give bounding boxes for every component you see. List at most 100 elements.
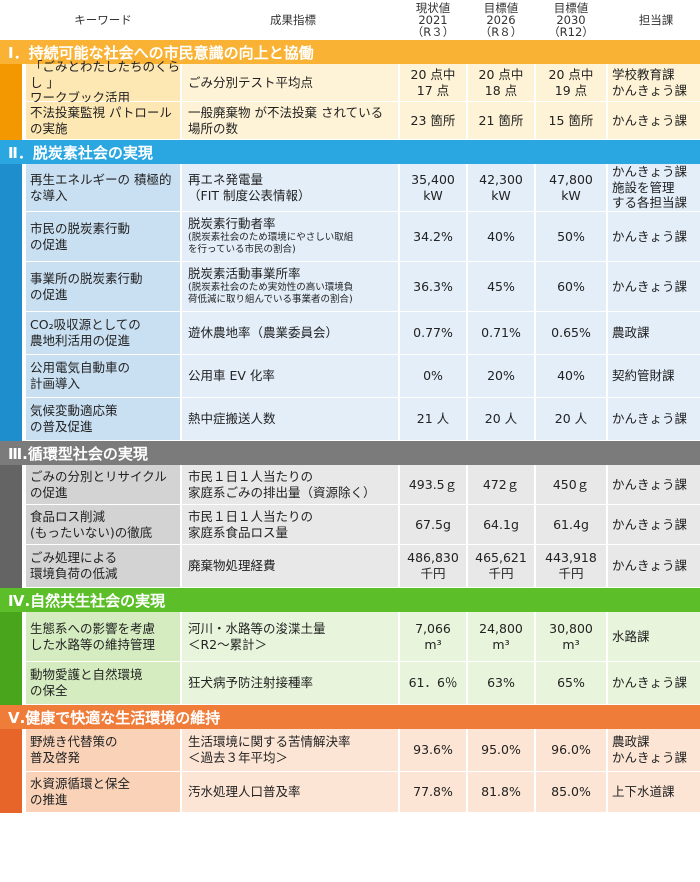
- keyword-cell: 市民の脱炭素行動 の促進: [26, 212, 180, 262]
- table-row: CO₂吸収源としての 農地利活用の促進 遊休農地率（農業委員会） 0.77% 0.71%…: [0, 312, 700, 355]
- department-cell: かんきょう課: [608, 505, 700, 545]
- text-line: 0.65%: [551, 325, 591, 341]
- text-line: 2026: [486, 12, 516, 27]
- table-row: 市民の脱炭素行動 の促進 脱炭素行動者率 (脱炭素社会のため環境にやさしい取組 を行って…: [0, 212, 700, 262]
- current-value: 493.5ｇ: [400, 465, 466, 505]
- keyword-cell: 「ごみとわたしたちのくらし 」ワークブック活用: [26, 59, 180, 105]
- text-line: 現状値: [415, 0, 451, 15]
- text-line: 千円: [488, 566, 514, 581]
- table-row: 野焼き代替策の 普及啓発 生活環境に関する苦情解決率 ＜過去３年平均＞ 93.6% 95.…: [0, 729, 700, 772]
- section-header: Ⅴ.健康で快適な生活環境の維持: [0, 705, 700, 729]
- target-2030-value: 96.0%: [536, 729, 606, 772]
- text-line: する各担当課: [612, 195, 688, 211]
- keyword-cell: 動物愛護と自然環境 の保全: [26, 662, 180, 705]
- target-2026-value: 95.0%: [468, 729, 534, 772]
- current-value: 0%: [400, 355, 466, 398]
- section-header: Ⅳ.自然共生社会の実現: [0, 588, 700, 612]
- text-line: m³: [562, 636, 580, 652]
- target-2030-value: 20 点中 19 点: [536, 64, 606, 102]
- target-2030-value: 85.0%: [536, 772, 606, 813]
- current-value: 7,066 m³: [400, 612, 466, 662]
- target-2030-value: 60%: [536, 262, 606, 312]
- text-line: 公用車 EV 化率: [188, 368, 275, 384]
- text-line: 生活環境に関する苦情解決率: [188, 734, 351, 750]
- text-line: かんきょう課: [612, 164, 688, 180]
- department-cell: 水路課: [608, 612, 700, 662]
- section-header: Ⅱ．脱炭素社会の実現: [0, 140, 700, 164]
- text-line: 気候変動適応策: [30, 403, 118, 419]
- text-line: ＜過去３年平均＞: [188, 750, 289, 765]
- text-line: 市民１日１人当たりの: [188, 468, 314, 484]
- text-line: 不法投棄監視 パトロール: [30, 104, 172, 120]
- target-2026-value: 63%: [468, 662, 534, 705]
- keyword-cell: 水資源循環と保全 の推進: [26, 772, 180, 813]
- target-2026-value: 40%: [468, 212, 534, 262]
- text-line: (もったいない)の徹底: [30, 524, 153, 540]
- text-line: した水路等の維持管理: [30, 636, 156, 652]
- current-value: 486,830 千円: [400, 545, 466, 588]
- department-cell: かんきょう課: [608, 545, 700, 588]
- text-line: 20 点中: [410, 66, 456, 82]
- text-line: 65%: [557, 675, 585, 691]
- keyword-cell: 不法投棄監視 パトロール の実施: [26, 102, 180, 140]
- text-line: ごみ処理による: [30, 550, 118, 566]
- target-2026-value: 472ｇ: [468, 465, 534, 505]
- department-cell: かんきょう課: [608, 465, 700, 505]
- target-2030-value: 443,918 千円: [536, 545, 606, 588]
- text-line: 水資源循環と保全: [30, 776, 131, 792]
- keyword-cell: 食品ロス削減 (もったいない)の徹底: [26, 505, 180, 545]
- table-row: 公用電気自動車の 計画導入 公用車 EV 化率 0% 20% 40% 契約管財課: [0, 355, 700, 398]
- text-line: 荷低減に取り組んでいる事業者の割合): [188, 294, 353, 306]
- text-line: 63%: [487, 675, 515, 691]
- text-line: 千円: [558, 566, 584, 581]
- keyword-cell: ごみ処理による 環境負荷の低減: [26, 545, 180, 588]
- text-line: かんきょう課: [612, 82, 688, 98]
- target-2026-value: 20%: [468, 355, 534, 398]
- text-line: かんきょう課: [612, 112, 688, 128]
- target-2030-value: 40%: [536, 355, 606, 398]
- target-2030-value: 50%: [536, 212, 606, 262]
- text-line: m³: [492, 636, 510, 652]
- target-2026-value: 45%: [468, 262, 534, 312]
- text-line: 一般廃棄物 が不法投棄 されている: [188, 104, 384, 120]
- indicator-cell: 公用車 EV 化率: [182, 355, 398, 398]
- indicator-cell: 廃棄物処理経費: [182, 545, 398, 588]
- text-line: 36.3%: [413, 278, 453, 294]
- text-line: 0.77%: [413, 325, 453, 341]
- department-cell: 農政課: [608, 312, 700, 355]
- text-line: 施設を管理: [612, 179, 675, 195]
- text-line: の普及促進: [30, 419, 93, 434]
- text-line: 狂犬病予防注射接種率: [188, 675, 314, 691]
- header-indicator: 成果指標: [270, 12, 316, 27]
- text-line: 20%: [487, 368, 515, 384]
- text-line: 19 点: [554, 82, 588, 98]
- text-line: 上下水道課: [612, 784, 675, 800]
- text-line: 計画導入: [30, 376, 81, 391]
- target-2030-value: 15 箇所: [536, 102, 606, 140]
- target-2030-value: 20 人: [536, 398, 606, 441]
- target-2026-value: 21 箇所: [468, 102, 534, 140]
- text-line: m³: [424, 636, 442, 652]
- text-line: 61.4g: [553, 516, 589, 532]
- current-value: 35,400 kW: [400, 164, 466, 212]
- target-2030-value: 0.65%: [536, 312, 606, 355]
- target-2026-value: 81.8%: [468, 772, 534, 813]
- text-line: 汚水処理人口普及率: [188, 784, 301, 800]
- table-row: 動物愛護と自然環境 の保全 狂犬病予防注射接種率 61．6％ 63% 65% かんきょう課: [0, 662, 700, 705]
- section-title: Ⅰ．持続可能な社会への市民意識の向上と協働: [8, 43, 314, 62]
- text-line: 34.2%: [413, 228, 453, 244]
- text-line: 環境負荷の低減: [30, 566, 118, 581]
- department-cell: かんきょう課: [608, 102, 700, 140]
- text-line: 47,800: [549, 171, 593, 187]
- text-line: 市民１日１人当たりの: [188, 508, 314, 524]
- target-2026-value: 24,800 m³: [468, 612, 534, 662]
- text-line: 93.6%: [413, 742, 453, 758]
- department-cell: 農政課 かんきょう課: [608, 729, 700, 772]
- current-value: 93.6%: [400, 729, 466, 772]
- text-line: 40%: [487, 228, 515, 244]
- section-title: Ⅴ.健康で快適な生活環境の維持: [8, 708, 221, 727]
- header-current: 現状値 2021 （R３）: [400, 0, 466, 40]
- section-header: Ⅰ．持続可能な社会への市民意識の向上と協働: [0, 40, 700, 64]
- text-line: kW: [561, 187, 581, 203]
